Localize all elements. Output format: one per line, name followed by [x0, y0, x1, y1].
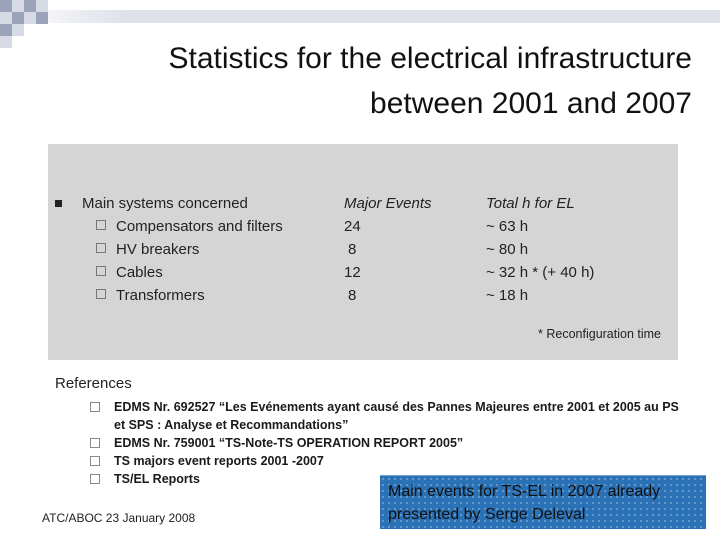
systems-header: Main systems concerned	[82, 195, 248, 212]
checkbox-bullet-icon	[90, 456, 100, 466]
decor-square	[0, 36, 12, 48]
decor-square	[12, 0, 24, 12]
decor-square	[24, 0, 36, 12]
reference-item: EDMS Nr. 692527 “Les Evénements ayant ca…	[90, 398, 690, 434]
events-value: 8	[348, 241, 357, 258]
system-item: Compensators and filters	[82, 215, 283, 238]
reference-item: EDMS Nr. 759001 “TS-Note-TS OPERATION RE…	[90, 434, 690, 452]
events-header: Major Events	[344, 195, 432, 212]
header-decoration-bar	[0, 10, 720, 23]
decor-square	[0, 12, 12, 24]
checkbox-bullet-icon	[96, 289, 106, 300]
checkbox-bullet-icon	[90, 474, 100, 484]
checkbox-bullet-icon	[96, 243, 106, 254]
decor-square	[36, 12, 48, 24]
events-column: Major Events 24 8 12 8	[344, 192, 432, 307]
hours-value: ~ 32 h * (+ 40 h)	[486, 264, 595, 281]
reference-item: TS majors event reports 2001 -2007	[90, 452, 690, 470]
footnote: * Reconfiguration time	[538, 327, 661, 341]
checkbox-bullet-icon	[96, 220, 106, 231]
hours-header: Total h for EL	[486, 195, 575, 212]
decor-square	[24, 12, 36, 24]
decor-square	[12, 12, 24, 24]
checkbox-bullet-icon	[90, 402, 100, 412]
system-item: HV breakers	[82, 238, 283, 261]
callout-line2: presented by Serge Deleval	[388, 506, 586, 523]
footer-date: ATC/ABOC 23 January 2008	[42, 511, 196, 525]
checkbox-bullet-icon	[96, 266, 106, 277]
system-item: Cables	[82, 261, 283, 284]
callout-line1: Main events for TS-EL in 2007 already	[388, 483, 661, 500]
systems-column: Main systems concerned Compensators and …	[82, 192, 283, 307]
slide-title-line1: Statistics for the electrical infrastruc…	[168, 42, 692, 75]
decor-square	[12, 24, 24, 36]
bullet-square-icon	[55, 200, 62, 207]
decor-square	[0, 24, 12, 36]
reference-item: TS/EL Reports	[90, 470, 690, 488]
decor-square	[36, 0, 48, 12]
decor-square	[0, 0, 12, 12]
callout-box: Main events for TS-EL in 2007 already pr…	[380, 475, 706, 529]
system-item: Transformers	[82, 284, 283, 307]
hours-value: ~ 63 h	[486, 218, 529, 235]
references-list: EDMS Nr. 692527 “Les Evénements ayant ca…	[90, 398, 690, 488]
events-value: 12	[344, 264, 361, 281]
hours-value: ~ 18 h	[486, 287, 529, 304]
slide-title: Statistics for the electrical infrastruc…	[92, 36, 692, 126]
events-value: 24	[344, 218, 361, 235]
checkbox-bullet-icon	[90, 438, 100, 448]
slide-title-line2: between 2001 and 2007	[370, 87, 692, 120]
statistics-panel	[48, 144, 678, 360]
references-heading: References	[55, 375, 132, 392]
hours-column: Total h for EL ~ 63 h ~ 80 h ~ 32 h * (+…	[486, 192, 594, 307]
hours-value: ~ 80 h	[486, 241, 529, 258]
events-value: 8	[348, 287, 357, 304]
